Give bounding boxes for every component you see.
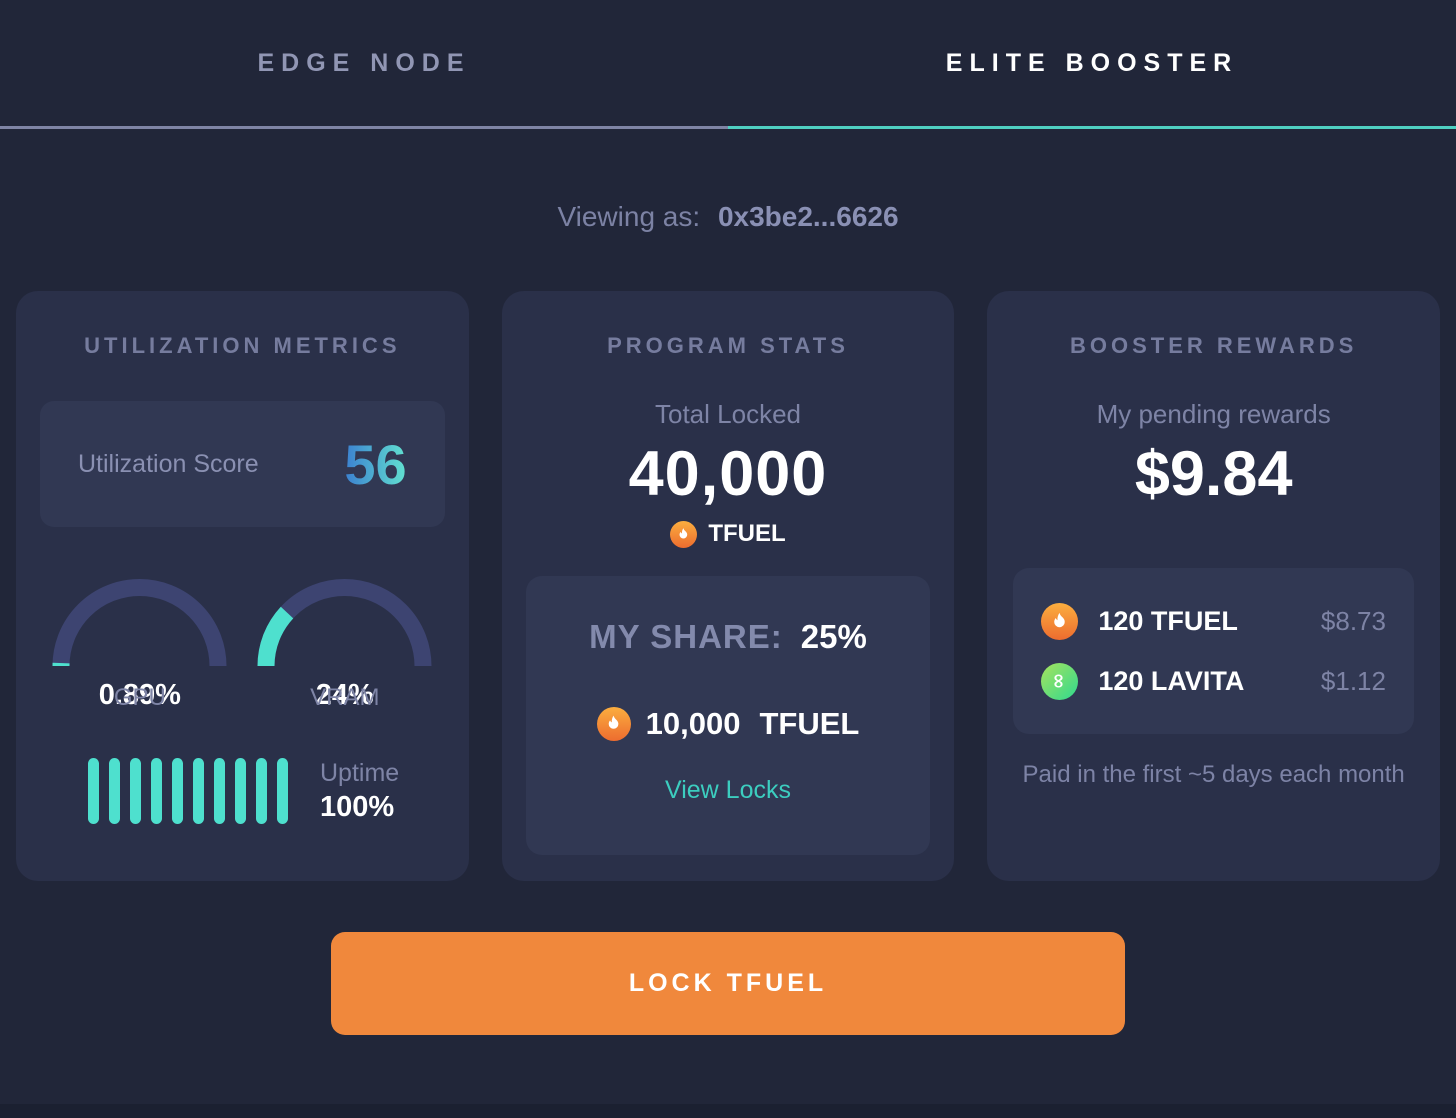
uptime-value: 100%: [320, 790, 395, 823]
reward-row-lavita: ∞ 120 LAVITA $1.12: [1041, 652, 1386, 710]
cta-row: LOCK TFUEL: [0, 932, 1456, 1035]
uptime-bar: [151, 758, 162, 824]
utilization-score-value: 56: [344, 432, 407, 496]
reward-amount: 120 TFUEL: [1098, 605, 1238, 636]
uptime-label: Uptime: [320, 758, 400, 787]
lock-tfuel-button[interactable]: LOCK TFUEL: [331, 932, 1125, 1035]
tfuel-icon: [670, 520, 698, 548]
uptime-row: Uptime 100%: [16, 758, 469, 824]
tfuel-icon: [596, 707, 631, 741]
utilization-metrics-title: UTILIZATION METRICS: [84, 333, 401, 358]
my-locked-line: 10,000 TFUEL: [544, 706, 913, 742]
uptime-bar: [235, 758, 246, 824]
uptime-bar: [214, 758, 225, 824]
tab-elite-booster[interactable]: ELITE BOOSTER: [728, 0, 1456, 129]
tab-bar: EDGE NODE ELITE BOOSTER: [0, 0, 1456, 129]
gauges-row: GPU 0.89% VRAM 24%: [16, 579, 469, 712]
uptime-bar: [193, 758, 204, 824]
lavita-icon: ∞: [1041, 662, 1079, 700]
uptime-text: Uptime 100%: [320, 759, 399, 824]
my-locked-amount: 10,000: [645, 706, 741, 741]
view-locks-link[interactable]: View Locks: [664, 776, 791, 804]
booster-rewards-title: BOOSTER REWARDS: [1069, 333, 1358, 358]
uptime-bar: [256, 758, 267, 824]
gpu-gauge-label: GPU: [113, 684, 166, 711]
cards-grid: UTILIZATION METRICS Utilization Score 56…: [0, 291, 1456, 881]
uptime-bar: [109, 758, 120, 824]
gpu-gauge-arc: [52, 579, 227, 667]
my-share-panel: MY SHARE: 25% 10,000 TFUEL View Locks: [525, 576, 931, 855]
gpu-gauge: GPU 0.89%: [52, 579, 227, 712]
total-locked-token-row: TFUEL: [502, 520, 955, 548]
viewing-as-row: Viewing as: 0x3be2...6626: [0, 201, 1456, 233]
my-share-label: MY SHARE:: [589, 618, 783, 655]
tab-edge-node-label: EDGE NODE: [257, 48, 471, 77]
uptime-bars: [88, 758, 288, 824]
wallet-address: 0x3be2...6626: [717, 201, 899, 232]
utilization-metrics-card: UTILIZATION METRICS Utilization Score 56…: [16, 291, 469, 881]
program-stats-title: PROGRAM STATS: [607, 333, 849, 358]
uptime-bar: [88, 758, 99, 824]
tfuel-icon: [1041, 602, 1079, 640]
vram-gauge-label: VRAM: [310, 684, 380, 711]
my-locked-token: TFUEL: [759, 706, 860, 741]
rewards-payout-note: Paid in the first ~5 days each month: [1022, 761, 1405, 788]
vram-gauge-arc: [257, 579, 432, 667]
total-locked-label: Total Locked: [655, 399, 801, 429]
total-locked-value: 40,000: [628, 439, 828, 509]
pending-rewards-label: My pending rewards: [1096, 399, 1331, 429]
program-stats-card: PROGRAM STATS Total Locked 40,000 TFUEL …: [501, 291, 955, 881]
gpu-gauge-value: 0.89%: [98, 679, 181, 711]
viewing-as-label: Viewing as:: [557, 201, 701, 232]
reward-usd: $1.12: [1320, 665, 1386, 696]
total-locked-token: TFUEL: [708, 520, 786, 547]
pending-rewards-value: $9.84: [1134, 439, 1293, 509]
rewards-list-panel: 120 TFUEL $8.73 ∞ 120 LAVITA $1.12: [1013, 568, 1414, 734]
booster-rewards-card: BOOSTER REWARDS My pending rewards $9.84…: [987, 291, 1440, 881]
reward-amount: 120 LAVITA: [1098, 665, 1245, 696]
utilization-score-panel: Utilization Score 56: [40, 401, 445, 527]
uptime-bar: [130, 758, 141, 824]
tab-edge-node[interactable]: EDGE NODE: [0, 0, 728, 129]
vram-gauge-value: 24%: [315, 679, 374, 711]
reward-usd: $8.73: [1320, 605, 1386, 636]
lavita-glyph: ∞: [1047, 672, 1072, 690]
tab-elite-booster-label: ELITE BOOSTER: [945, 48, 1239, 77]
uptime-bar: [277, 758, 288, 824]
bottom-strip: [0, 1104, 1456, 1118]
vram-gauge: VRAM 24%: [257, 579, 432, 712]
uptime-bar: [172, 758, 183, 824]
my-share-value: 25%: [800, 618, 867, 655]
utilization-score-label: Utilization Score: [78, 449, 259, 478]
reward-row-tfuel: 120 TFUEL $8.73: [1041, 592, 1386, 650]
my-share-line: MY SHARE: 25%: [544, 618, 913, 656]
